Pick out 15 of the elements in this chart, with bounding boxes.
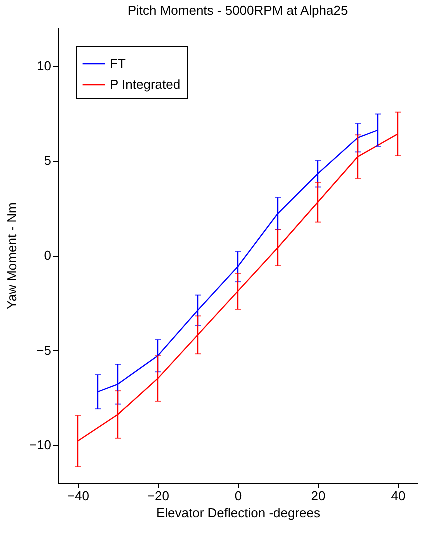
x-tick-label: −40: [67, 488, 90, 504]
y-tick-label: −10: [29, 438, 52, 453]
x-tick-label: −20: [147, 488, 170, 504]
x-tick-label: 20: [311, 488, 326, 504]
y-tick-label: 5: [44, 153, 52, 168]
y-tick-label: −5: [36, 342, 52, 358]
y-tick-label: 0: [44, 248, 52, 263]
x-tick-label: 40: [391, 488, 406, 504]
y-axis-title: Yaw Moment - Nm: [4, 202, 20, 310]
x-axis-title: Elevator Deflection -degrees: [156, 506, 322, 520]
legend-label: P Integrated: [110, 77, 181, 92]
x-tick-label: 0: [234, 488, 242, 504]
legend-label: FT: [110, 56, 126, 71]
chart-title: Pitch Moments - 5000RPM at Alpha25: [128, 3, 348, 18]
y-tick-label: 10: [37, 58, 52, 74]
